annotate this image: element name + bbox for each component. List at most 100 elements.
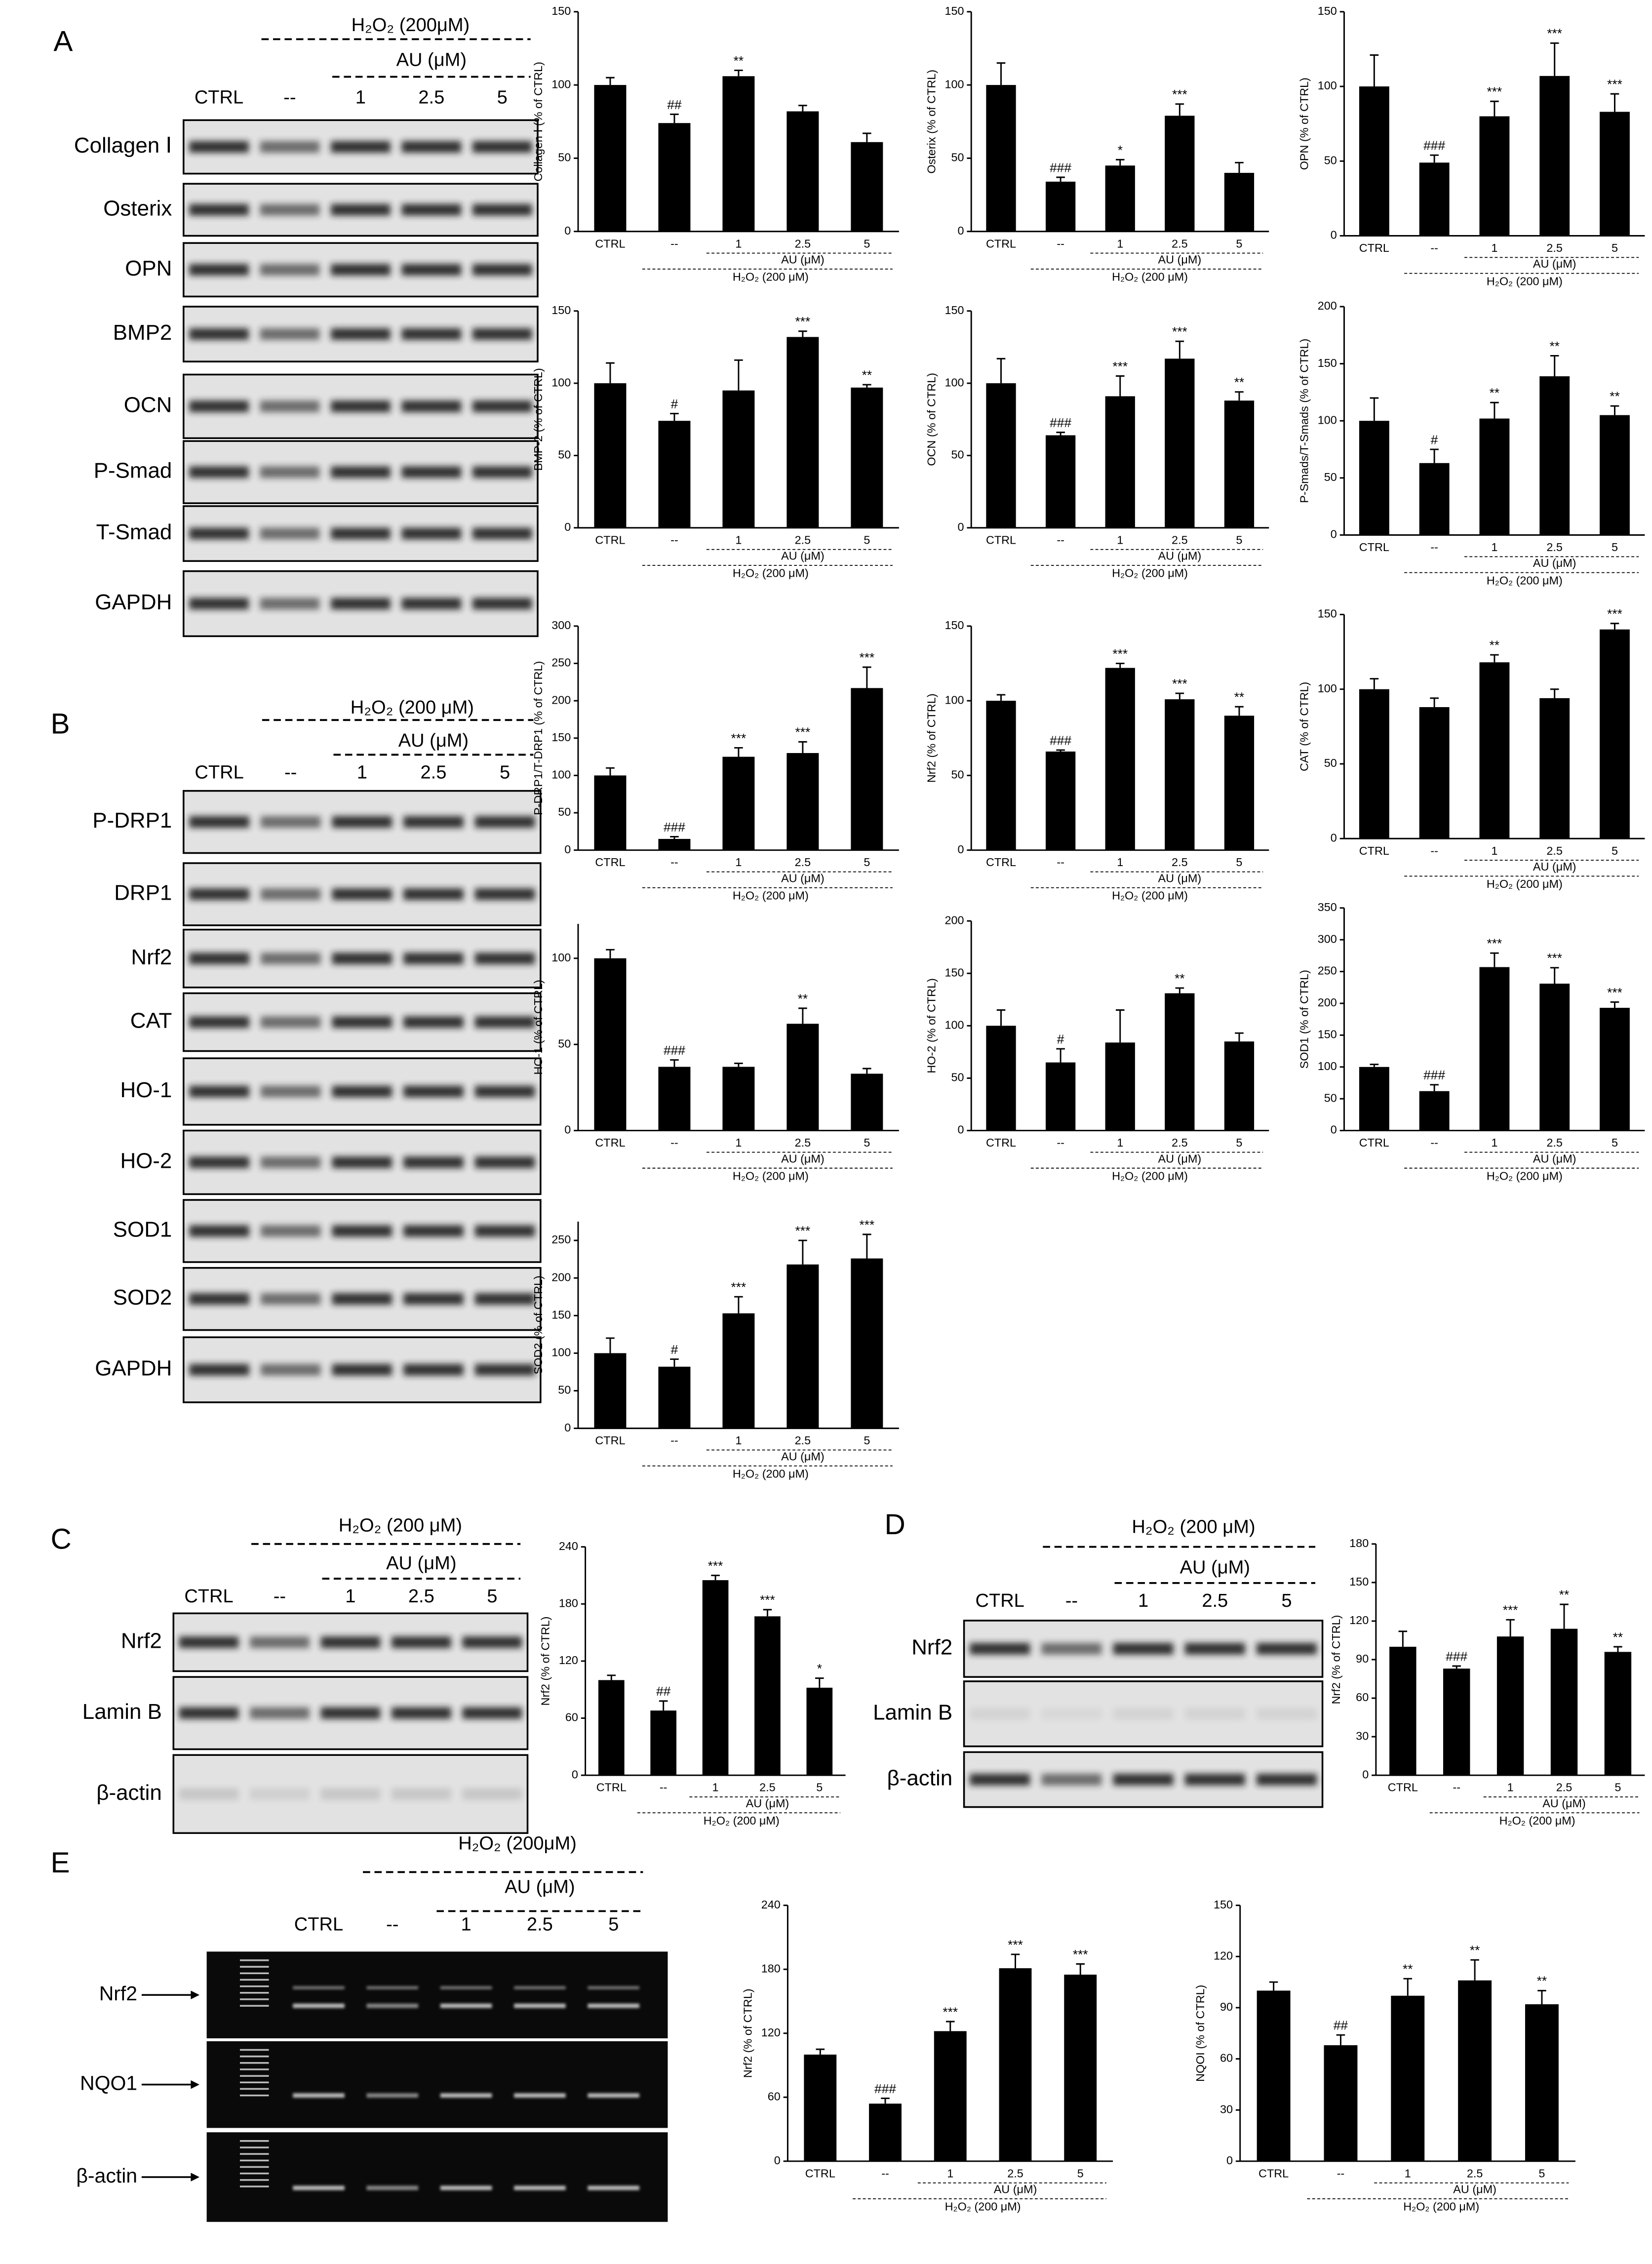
bar	[851, 142, 883, 232]
x-tick-label: CTRL	[986, 856, 1016, 869]
y-tick-label: 0	[564, 843, 571, 856]
y-tick-label: 0	[564, 224, 571, 237]
bar	[1443, 1668, 1470, 1776]
y-tick-label: 200	[1318, 299, 1337, 312]
lane-label: 5	[1281, 1590, 1292, 1611]
x-tick-label: --	[670, 1434, 678, 1447]
bar	[1419, 707, 1450, 839]
significance-mark: #	[671, 1342, 678, 1357]
row-label: OCN	[124, 393, 172, 417]
blot-band	[189, 888, 249, 900]
x-tick-label: 1	[735, 1434, 742, 1447]
blot-band	[189, 597, 249, 610]
bar-chart: 0 50 100 150 200 250 300 350 SOD1 (% of CTRL) CTR…	[1298, 901, 1645, 1182]
significance-mark: ###	[1050, 160, 1071, 175]
x-tick-label: CTRL	[1359, 844, 1389, 857]
bar	[851, 688, 883, 850]
blot-band	[331, 466, 391, 478]
gel-band	[293, 2003, 345, 2008]
x-tick-label: CTRL	[595, 1136, 625, 1149]
significance-mark: ##	[1334, 2018, 1348, 2033]
significance-mark: **	[734, 53, 744, 68]
bar-chart: 0 50 100 150 CAT (% of CTRL) CTRL -- ** 1 2.5 *** 5…	[1298, 606, 1645, 890]
blot-band	[1041, 1708, 1102, 1720]
bar	[1045, 181, 1076, 232]
x-tick-label: --	[1430, 241, 1438, 254]
x-tick-label: --	[1337, 2167, 1345, 2180]
bar	[851, 1258, 883, 1429]
group-label: AU (μM)	[396, 49, 467, 70]
blot-band	[189, 1225, 249, 1237]
y-tick-label: 0	[958, 224, 964, 237]
bar	[986, 701, 1016, 850]
row-label: CAT	[130, 1009, 172, 1033]
x-tick-label: 2.5	[1467, 2167, 1483, 2180]
x-tick-label: 5	[864, 237, 870, 250]
lane-label: 5	[500, 762, 510, 783]
x-tick-label: --	[1430, 541, 1438, 554]
bar	[851, 387, 883, 528]
lane-label: 1	[1138, 1590, 1148, 1611]
bar-chart: 0 30 60 90 120 150 180 Nrf2 (% of CTRL) CTRL ### -…	[1330, 1537, 1645, 1827]
bar	[1479, 116, 1510, 236]
blot-panel: A H₂O₂ (200μM) AU (μM) CTRL -- 1 2.5 5 Collagen …	[53, 15, 539, 637]
y-axis-label: P-Smads/T-Smads (% of CTRL)	[1298, 339, 1311, 503]
significance-mark: **	[1549, 339, 1559, 354]
x-tick-label: CTRL	[595, 856, 625, 869]
row-label: T-Smad	[96, 520, 172, 544]
y-axis-label: Nrf2 (% of CTRL)	[539, 1617, 552, 1706]
significance-mark: ###	[1050, 415, 1071, 430]
x-tick-label: 1	[1117, 533, 1123, 546]
significance-mark: **	[862, 367, 872, 382]
y-axis-label: Osterix (% of CTRL)	[925, 70, 938, 174]
y-tick-label: 100	[945, 376, 964, 389]
blot-band	[189, 264, 249, 276]
group-label: AU (μM)	[781, 550, 825, 562]
significance-mark: **	[1234, 690, 1245, 705]
group-label: AU (μM)	[1533, 257, 1576, 270]
blot-band	[472, 597, 532, 610]
y-tick-label: 50	[558, 151, 571, 164]
y-tick-label: 150	[945, 966, 964, 979]
gel-image	[206, 2132, 668, 2222]
treatment-label: H₂O₂ (200 μM)	[1132, 1517, 1255, 1538]
bar	[1600, 1007, 1630, 1131]
bar	[1165, 358, 1195, 528]
y-tick-label: 0	[1226, 2154, 1233, 2167]
x-tick-label: CTRL	[805, 2167, 835, 2180]
blot-band	[331, 328, 391, 340]
blot-band	[189, 1016, 249, 1028]
significance-mark: ***	[795, 725, 810, 740]
bar	[787, 1264, 819, 1429]
blot-band	[1184, 1708, 1245, 1720]
group-label: AU (μM)	[1158, 550, 1202, 562]
x-tick-label: 1	[712, 1781, 719, 1794]
bar	[650, 1710, 677, 1776]
panel-letter: E	[50, 1847, 70, 1879]
y-tick-label: 200	[551, 1271, 571, 1283]
blot-band	[462, 1788, 522, 1800]
row-label: BMP2	[113, 320, 172, 345]
blot-band	[1041, 1643, 1102, 1655]
treatment-label: H₂O₂ (200 μM)	[1112, 1169, 1188, 1182]
group-label: AU (μM)	[1533, 1152, 1576, 1165]
blot-band	[332, 816, 393, 828]
x-tick-label: 1	[1491, 241, 1497, 254]
bar	[1391, 1995, 1425, 2161]
y-tick-label: 100	[945, 78, 964, 90]
x-tick-label: CTRL	[986, 1136, 1016, 1149]
y-tick-label: 50	[951, 1071, 964, 1084]
row-label: GAPDH	[95, 1356, 172, 1381]
bar-chart: 0 50 100 150 Nrf2 (% of CTRL) CTRL ### -- *** 1 **…	[925, 619, 1269, 902]
significance-mark: ***	[1172, 324, 1187, 339]
treatment-label: H₂O₂ (200 μM)	[1487, 877, 1563, 890]
significance-mark: **	[1234, 375, 1245, 390]
x-tick-label: CTRL	[1359, 1136, 1389, 1149]
blot-band	[403, 1225, 464, 1237]
bar-chart: 0 50 100 150 200 P-Smads/T-Smads (% of CTRL) C…	[1298, 299, 1645, 587]
y-tick-label: 0	[774, 2154, 781, 2167]
group-label: AU (μM)	[994, 2183, 1037, 2196]
x-tick-label: 5	[1236, 237, 1242, 250]
bar	[787, 1024, 819, 1131]
y-tick-label: 100	[551, 768, 571, 781]
